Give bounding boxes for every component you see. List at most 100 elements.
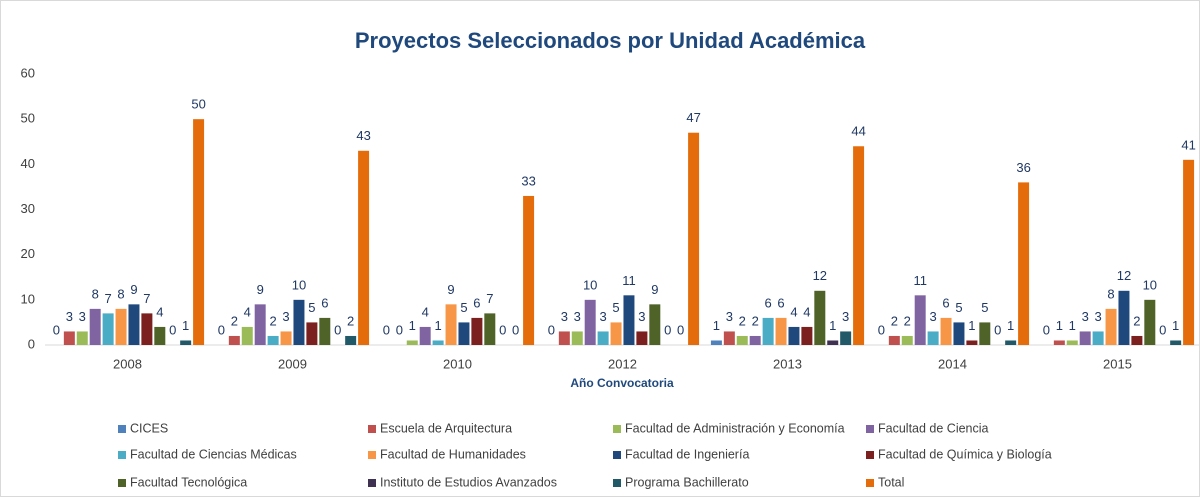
data-label: 0 <box>677 322 684 337</box>
legend-swatch <box>368 479 376 487</box>
data-label: 2 <box>347 313 354 328</box>
data-label: 0 <box>1043 322 1050 337</box>
x-axis-title: Año Convocatoria <box>570 376 674 390</box>
data-label: 5 <box>955 300 962 315</box>
data-label: 1 <box>409 318 416 333</box>
bar <box>710 340 722 345</box>
data-label: 9 <box>130 282 137 297</box>
data-label: 2 <box>904 313 911 328</box>
data-label: 47 <box>686 110 700 125</box>
data-label: 0 <box>499 322 506 337</box>
legend-swatch <box>613 451 621 459</box>
data-label: 9 <box>651 282 658 297</box>
data-label: 36 <box>1016 160 1030 175</box>
bar <box>636 331 648 345</box>
legend-swatch <box>866 451 874 459</box>
bar <box>241 326 253 345</box>
bar <box>128 304 140 345</box>
bar <box>419 326 431 345</box>
data-label: 33 <box>521 173 535 188</box>
data-label: 1 <box>1007 318 1014 333</box>
x-tick-label: 2010 <box>443 356 472 371</box>
data-label: 44 <box>851 124 865 139</box>
legend-swatch <box>368 451 376 459</box>
data-label: 5 <box>460 300 467 315</box>
data-label: 2 <box>752 313 759 328</box>
bar <box>180 340 192 345</box>
data-label: 5 <box>612 300 619 315</box>
data-label: 10 <box>1143 277 1157 292</box>
bar <box>840 331 852 345</box>
bar <box>788 326 800 345</box>
bar <box>1018 182 1030 345</box>
bar <box>940 317 952 345</box>
bar <box>1092 331 1104 345</box>
bar <box>254 304 266 345</box>
y-tick-label: 30 <box>21 201 35 216</box>
legend-label: Facultad de Ingeniería <box>625 447 749 461</box>
bar <box>1053 340 1065 345</box>
data-label: 1 <box>829 318 836 333</box>
data-label: 5 <box>308 300 315 315</box>
x-tick-label: 2014 <box>938 356 967 371</box>
data-label: 0 <box>664 322 671 337</box>
bar <box>458 322 470 345</box>
legend-label: Facultad Tecnológica <box>130 475 247 489</box>
bar <box>558 331 570 345</box>
bar <box>280 331 292 345</box>
bar <box>623 295 635 345</box>
data-label: 0 <box>169 322 176 337</box>
x-tick-label: 2008 <box>113 356 142 371</box>
bar <box>1144 299 1156 345</box>
bar <box>115 308 127 345</box>
legend-label: Facultad de Humanidades <box>380 447 526 461</box>
y-tick-label: 20 <box>21 246 35 261</box>
bar <box>979 322 991 345</box>
bar <box>267 335 279 345</box>
data-label: 3 <box>66 309 73 324</box>
legend-swatch <box>118 425 126 433</box>
bar <box>102 313 114 345</box>
legend-swatch <box>613 479 621 487</box>
data-label: 3 <box>929 309 936 324</box>
bar <box>1118 290 1130 345</box>
bar <box>1170 340 1182 345</box>
bar <box>736 335 748 345</box>
data-label: 11 <box>913 273 927 288</box>
data-label: 4 <box>244 304 251 319</box>
data-label: 8 <box>92 286 99 301</box>
data-label: 6 <box>764 295 771 310</box>
data-label: 1 <box>1056 318 1063 333</box>
data-label: 5 <box>981 300 988 315</box>
bar <box>523 195 535 345</box>
bar <box>228 335 240 345</box>
bar <box>597 331 609 345</box>
bar <box>723 331 735 345</box>
data-label: 1 <box>434 318 441 333</box>
data-label: 3 <box>574 309 581 324</box>
y-tick-label: 60 <box>21 65 35 80</box>
data-label: 0 <box>548 322 555 337</box>
bar <box>775 317 787 345</box>
data-label: 3 <box>282 309 289 324</box>
y-tick-label: 40 <box>21 156 35 171</box>
data-label: 0 <box>53 322 60 337</box>
data-label: 3 <box>842 309 849 324</box>
bar <box>1183 159 1195 345</box>
legend-label: CICES <box>130 421 168 435</box>
x-tick-label: 2012 <box>608 356 637 371</box>
bar <box>749 335 761 345</box>
data-label: 0 <box>512 322 519 337</box>
data-label: 4 <box>790 304 797 319</box>
data-label: 8 <box>117 286 124 301</box>
bar <box>406 340 418 345</box>
bar <box>888 335 900 345</box>
data-label: 6 <box>942 295 949 310</box>
bar <box>484 313 496 345</box>
data-label: 0 <box>396 322 403 337</box>
data-label: 1 <box>968 318 975 333</box>
bar <box>901 335 913 345</box>
bar <box>471 317 483 345</box>
legend-label: Total <box>878 475 904 489</box>
